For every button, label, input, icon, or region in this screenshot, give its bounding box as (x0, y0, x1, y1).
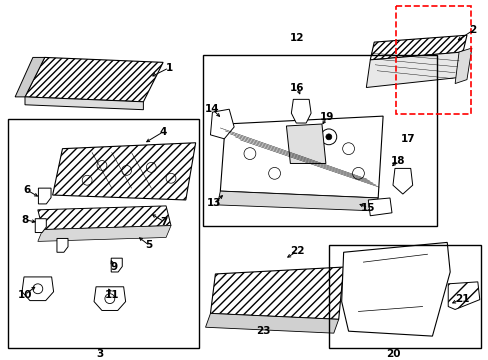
Text: 22: 22 (289, 246, 304, 256)
Polygon shape (367, 198, 391, 216)
Text: 1: 1 (165, 63, 172, 73)
Polygon shape (454, 48, 471, 84)
Polygon shape (286, 124, 325, 163)
Polygon shape (53, 143, 195, 200)
Polygon shape (22, 277, 54, 301)
Polygon shape (291, 99, 310, 123)
Polygon shape (111, 258, 122, 272)
Text: 10: 10 (18, 290, 32, 300)
Bar (395, 6, 470, 114)
Polygon shape (217, 191, 377, 211)
Text: 9: 9 (110, 262, 117, 272)
Polygon shape (210, 267, 343, 319)
Polygon shape (35, 219, 46, 233)
Text: 17: 17 (400, 134, 414, 144)
Polygon shape (220, 116, 382, 198)
Text: 12: 12 (289, 33, 304, 43)
Text: 11: 11 (104, 290, 119, 300)
Text: 15: 15 (360, 203, 375, 213)
Polygon shape (205, 314, 338, 333)
Text: 6: 6 (23, 185, 31, 195)
Text: 3: 3 (96, 349, 103, 359)
Polygon shape (447, 282, 479, 310)
Bar (328, 246, 480, 348)
Polygon shape (210, 109, 234, 139)
Text: 23: 23 (256, 326, 270, 336)
Polygon shape (57, 238, 68, 252)
Polygon shape (25, 97, 143, 110)
Circle shape (325, 134, 331, 140)
Text: 14: 14 (204, 104, 219, 114)
Text: 18: 18 (390, 156, 405, 166)
Text: 19: 19 (319, 112, 333, 122)
Text: 16: 16 (289, 82, 304, 93)
Polygon shape (94, 287, 125, 310)
Text: 21: 21 (454, 294, 468, 303)
Text: 20: 20 (385, 349, 399, 359)
Text: 2: 2 (468, 25, 475, 35)
Text: 13: 13 (207, 198, 221, 208)
Polygon shape (369, 35, 466, 60)
Bar (8, 119, 198, 348)
Polygon shape (15, 57, 44, 97)
Polygon shape (366, 52, 462, 87)
Polygon shape (341, 242, 449, 336)
Polygon shape (38, 226, 171, 242)
Text: 5: 5 (145, 240, 153, 250)
Text: 4: 4 (159, 127, 166, 137)
Bar (202, 55, 436, 226)
Polygon shape (25, 57, 163, 102)
Polygon shape (38, 206, 171, 230)
Polygon shape (39, 188, 51, 204)
Text: 8: 8 (21, 215, 29, 225)
Text: 7: 7 (160, 217, 167, 227)
Polygon shape (392, 168, 412, 194)
